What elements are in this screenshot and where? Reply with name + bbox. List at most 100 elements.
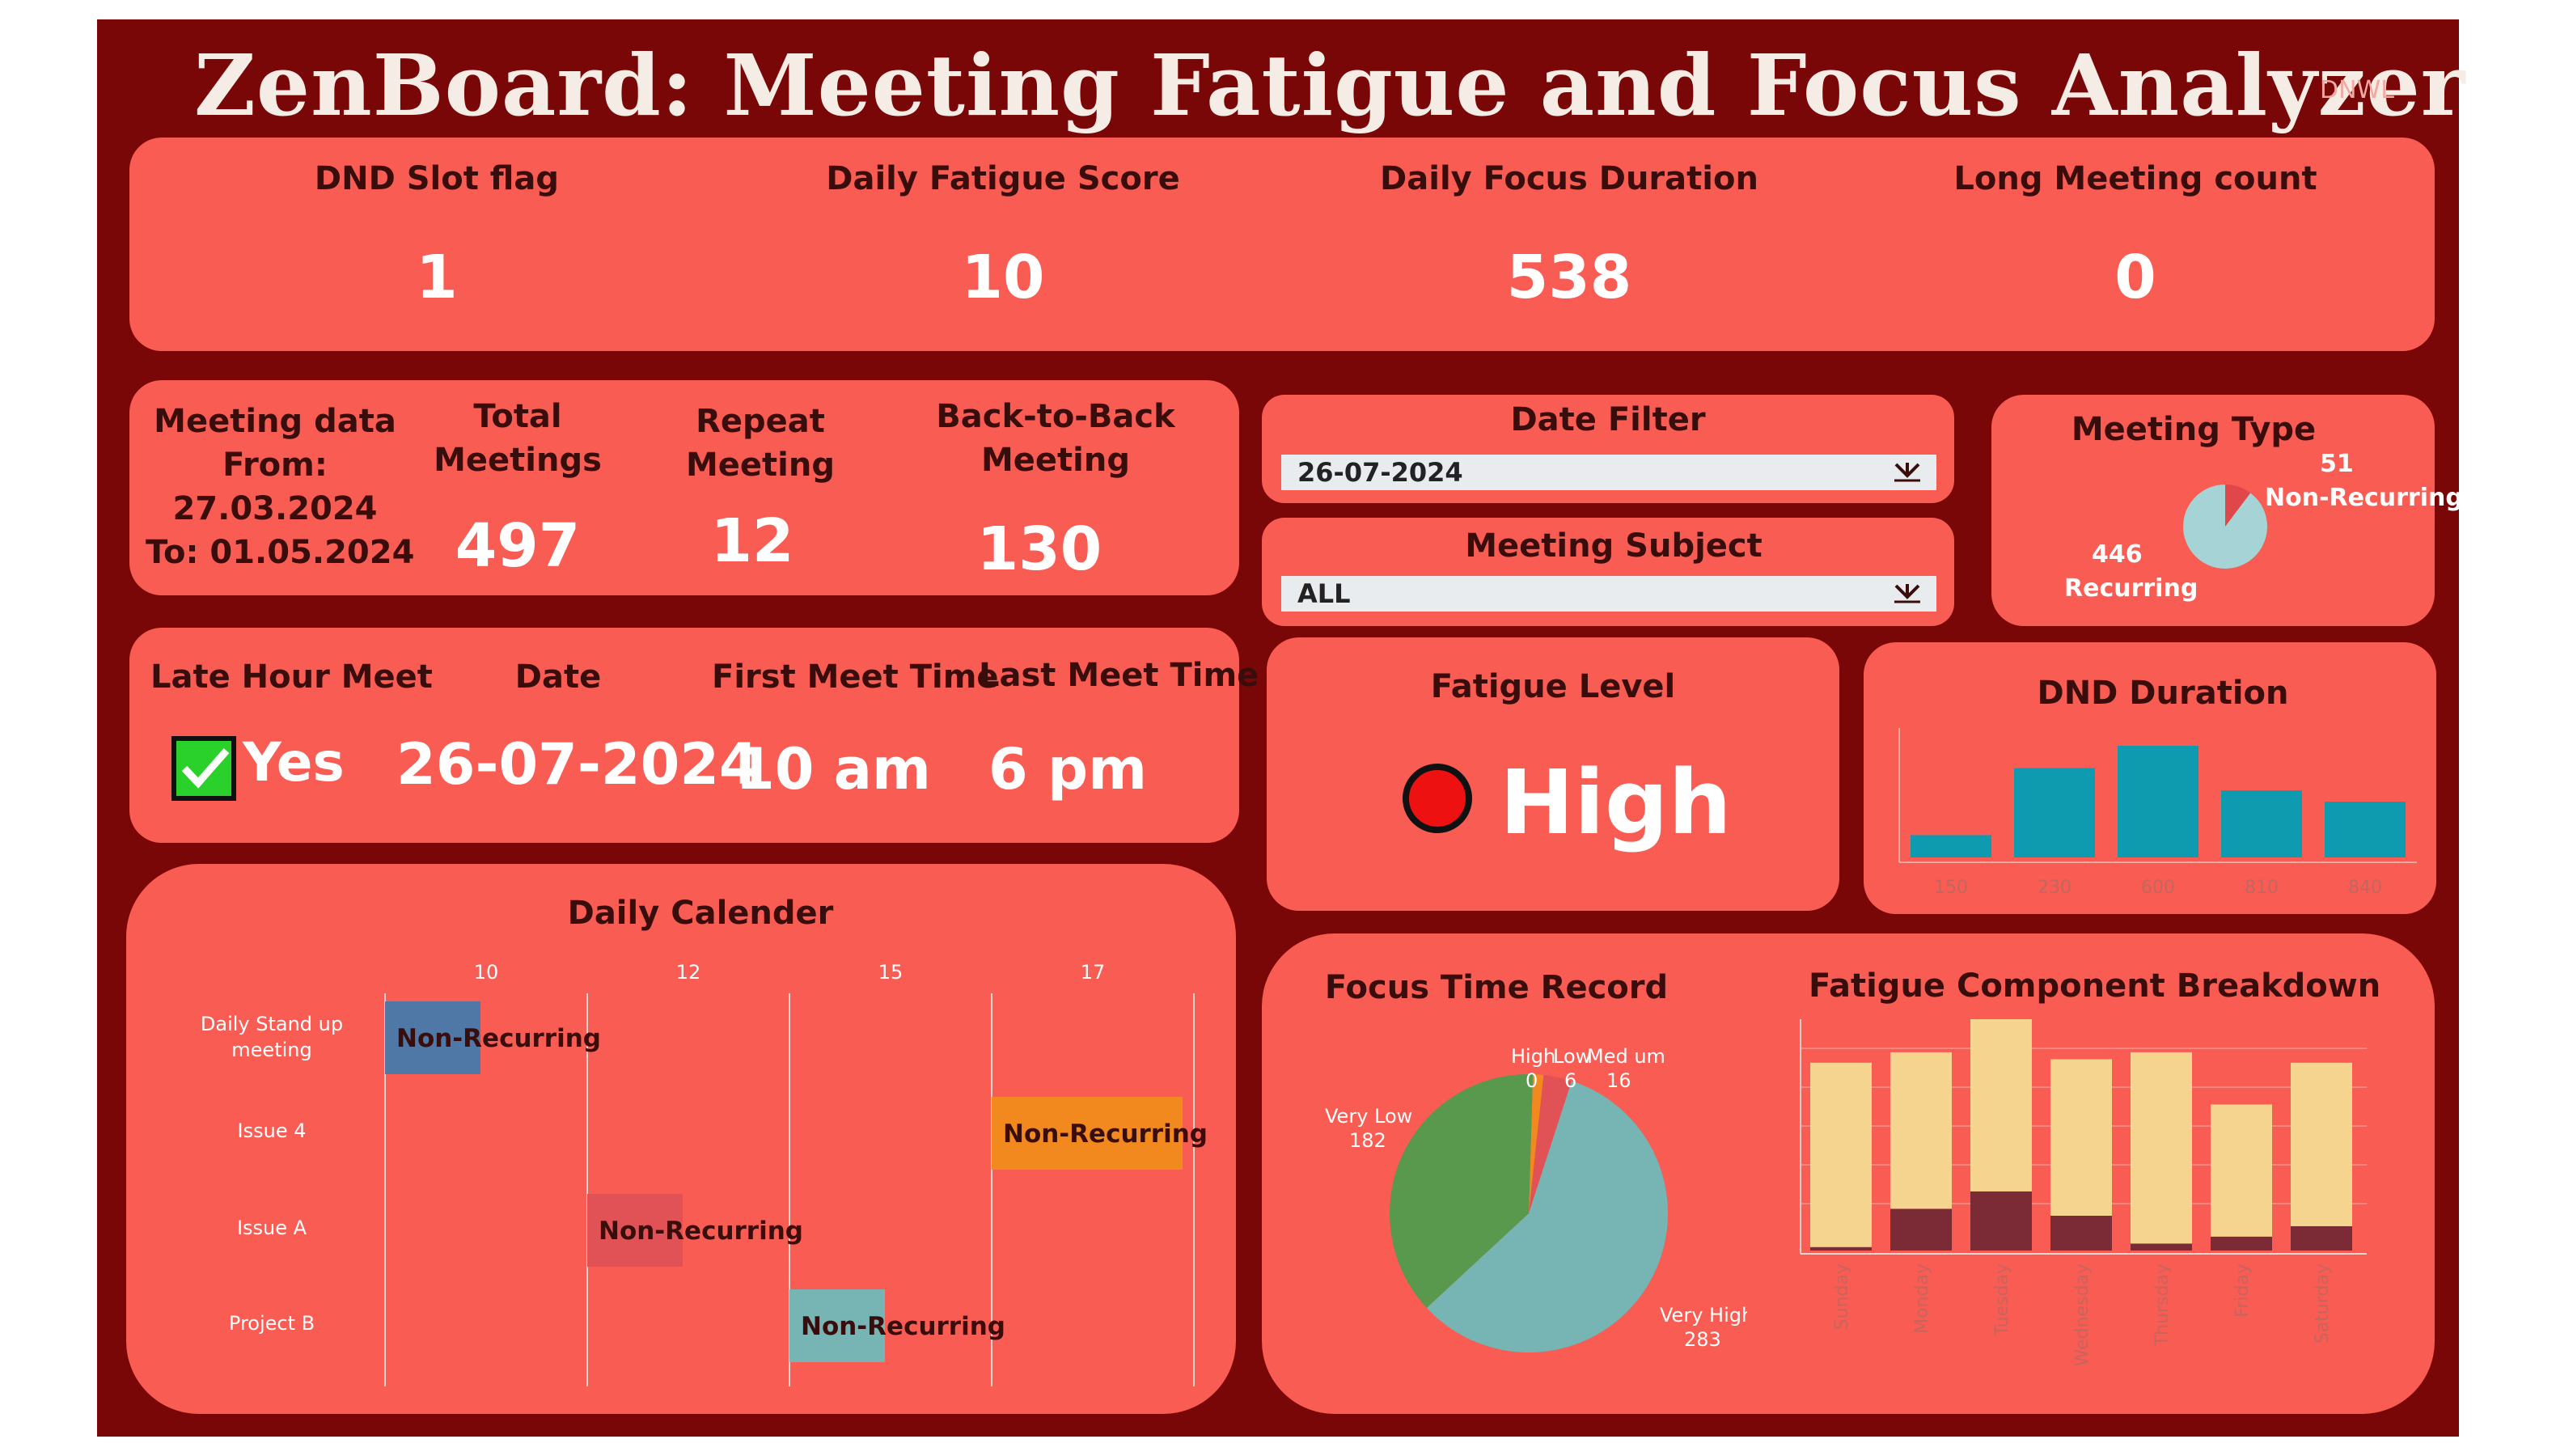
date-filter-select[interactable]: 26-07-2024 [1281, 455, 1936, 490]
late-hour-value: Yes [243, 731, 345, 794]
chevron-down-icon [1894, 584, 1920, 603]
dnd-tick-label: 810 [2245, 878, 2279, 898]
calendar-meeting-bar[interactable] [385, 1001, 480, 1074]
kpi-card [129, 138, 2435, 351]
last-meet-value: 6 pm [988, 736, 1148, 802]
meeting-range-line2: From: [222, 447, 328, 484]
breakdown-bar-lower [1970, 1191, 2032, 1251]
breakdown-bar-lower [2050, 1216, 2112, 1251]
daily-calendar-title: Daily Calender [567, 895, 834, 932]
pie-slice-recurring [2183, 485, 2267, 569]
dnd-bar [2014, 768, 2095, 857]
breakdown-day-label: Saturday [2313, 1263, 2333, 1344]
breakdown-bar-lower [1890, 1208, 1952, 1251]
calendar-row-label: Project B [229, 1312, 315, 1335]
focus-label-very-high: Very High [1660, 1304, 1747, 1327]
calendar-hour-tick: 12 [676, 961, 701, 984]
calendar-hour-tick: 10 [474, 961, 499, 984]
b2b-meeting-label-1: Back-to-Back [936, 398, 1175, 435]
breakdown-day-label: Friday [2232, 1263, 2253, 1318]
subject-filter-value: ALL [1297, 578, 1351, 609]
focus-value-very-high: 283 [1684, 1328, 1721, 1351]
focus-slice-very-low [1390, 1074, 1534, 1308]
dnd-bar [1911, 835, 1991, 857]
focus-time-pie: High Low Med um 0 6 16 Very Low 182 Very… [1325, 1045, 1747, 1352]
first-meet-header: First Meet Time [712, 658, 999, 696]
breakdown-bar-upper [2211, 1104, 2272, 1237]
dnd-duration-chart: 150 230 600 810 840 [1898, 728, 2417, 898]
meeting-type-title: Meeting Type [2071, 411, 2317, 448]
focus-label-medium: Med um [1587, 1045, 1665, 1068]
recurring-count: 446 [2092, 540, 2143, 569]
kpi-value-dnd-slot: 1 [416, 243, 458, 312]
breakdown-bar-upper [2291, 1062, 2352, 1226]
breakdown-bar-lower [1810, 1246, 1872, 1251]
meeting-range-line4: To: 01.05.2024 [146, 534, 415, 571]
subject-filter-label: Meeting Subject [1465, 527, 1763, 565]
calendar-meeting-bar[interactable] [587, 1194, 683, 1267]
focus-slice-very-high [1426, 1081, 1668, 1352]
dnd-duration-title: DND Duration [2037, 675, 2289, 712]
calendar-row-label: meeting [231, 1039, 311, 1061]
focus-time-title: Focus Time Record [1324, 969, 1669, 1006]
meeting-range-line1: Meeting data [154, 403, 396, 440]
non-recurring-label: Non-Recurring [2265, 484, 2463, 512]
kpi-label-long-meeting: Long Meeting count [1953, 160, 2317, 197]
fatigue-breakdown-title: Fatigue Component Breakdown [1809, 967, 2381, 1005]
breakdown-bar-upper [2131, 1052, 2192, 1244]
meeting-date-value: 26-07-2024 [396, 731, 759, 798]
dnd-tick-label: 840 [2348, 878, 2382, 898]
kpi-label-focus-duration: Daily Focus Duration [1380, 160, 1758, 197]
focus-value-low: 6 [1564, 1069, 1576, 1092]
calendar-meeting-bar[interactable] [992, 1097, 1183, 1170]
meeting-summary-card [129, 380, 1239, 595]
calendar-bar-label: Non-Recurring [396, 1024, 601, 1053]
calendar-meeting-bar[interactable] [789, 1289, 885, 1362]
breakdown-day-label: Wednesday [2072, 1263, 2093, 1366]
calendar-row-label: Issue 4 [238, 1120, 307, 1142]
dnd-tick-label: 600 [2141, 878, 2175, 898]
late-hour-header: Late Hour Meet [150, 658, 433, 696]
last-meet-header: Last Meet Time [979, 657, 1259, 694]
kpi-label-fatigue-score: Daily Fatigue Score [826, 160, 1180, 197]
calendar-hour-tick: 15 [878, 961, 903, 984]
calendar-bar-label: Non-Recurring [801, 1312, 1005, 1341]
chevron-down-icon [1894, 463, 1920, 482]
kpi-label-dnd-slot: DND Slot flag [314, 160, 560, 197]
focus-label-high: High [1511, 1045, 1555, 1068]
recurring-label: Recurring [2064, 574, 2198, 603]
calendar-hour-tick: 17 [1081, 961, 1106, 984]
calendar-row-label: Issue A [237, 1217, 307, 1239]
repeat-meeting-value: 12 [710, 506, 794, 576]
breakdown-bar-lower [2131, 1243, 2192, 1251]
focus-value-medium: 16 [1606, 1069, 1631, 1092]
b2b-meeting-label-2: Meeting [980, 442, 1130, 479]
first-meet-value: 10 am [735, 736, 931, 802]
total-meetings-label-2: Meetings [434, 442, 602, 479]
subject-filter-select[interactable]: ALL [1281, 576, 1936, 612]
fatigue-level-title: Fatigue Level [1430, 668, 1676, 705]
focus-label-very-low: Very Low [1325, 1105, 1412, 1128]
kpi-value-long-meeting: 0 [2114, 243, 2156, 312]
status-dot-icon [1403, 764, 1472, 833]
focus-slice-medium [1529, 1074, 1572, 1213]
fatigue-level-card [1267, 637, 1839, 911]
breakdown-day-label: Monday [1912, 1263, 1932, 1334]
meeting-range-line3: 27.03.2024 [172, 490, 378, 527]
non-recurring-count: 51 [2320, 450, 2354, 478]
page-title: ZenBoard: Meeting Fatigue and Focus Anal… [194, 36, 2466, 135]
breakdown-day-label: Sunday [1832, 1263, 1852, 1330]
late-hour-card [129, 628, 1239, 843]
brand-mark: DNWL [2320, 76, 2394, 104]
calendar-row-label: Daily Stand up [201, 1013, 343, 1035]
date-filter-value: 26-07-2024 [1297, 457, 1463, 488]
dnd-bar [2325, 802, 2406, 857]
checkmark-icon [171, 736, 236, 801]
fatigue-level-value: High [1500, 751, 1732, 854]
breakdown-bar-upper [1810, 1062, 1872, 1247]
dnd-tick-label: 230 [2038, 878, 2071, 898]
b2b-meeting-value: 130 [976, 514, 1102, 584]
repeat-meeting-label-1: Repeat [696, 403, 825, 440]
focus-value-high: 0 [1526, 1069, 1538, 1092]
total-meetings-label-1: Total [473, 398, 562, 435]
